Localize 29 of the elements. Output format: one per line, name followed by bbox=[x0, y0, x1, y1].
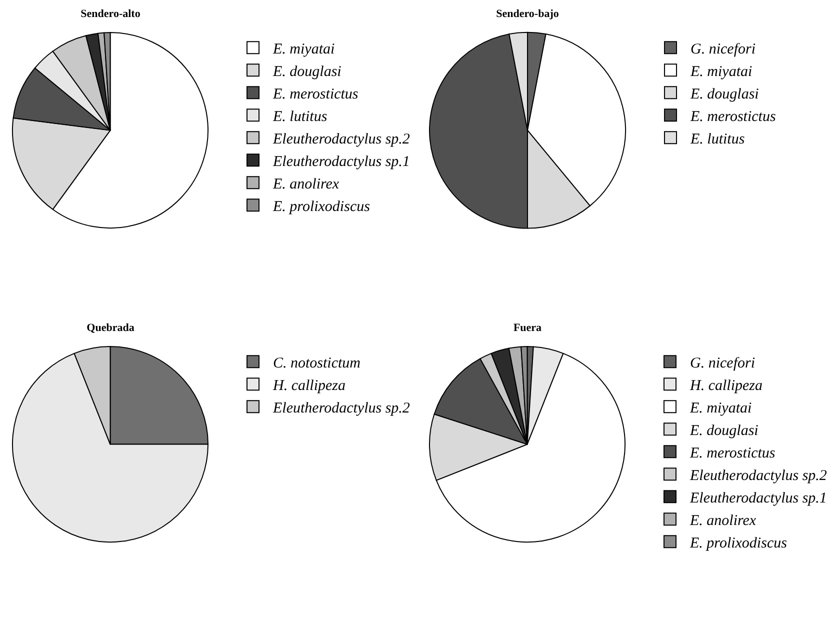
legend-label: E. douglasi bbox=[689, 423, 758, 439]
legend-label: Eleutherodactylus sp.1 bbox=[272, 154, 410, 170]
legend-label: Eleutherodactylus sp.2 bbox=[272, 400, 410, 416]
legend-label: E. anolirex bbox=[272, 176, 340, 192]
legend-label: H. callipeza bbox=[689, 378, 762, 394]
legend-label: E. merostictus bbox=[690, 109, 776, 125]
legend-label: Eleutherodactylus sp.1 bbox=[689, 490, 827, 506]
legend-label: G. nicefori bbox=[690, 356, 755, 372]
chart-title: Sendero-alto bbox=[80, 8, 141, 20]
legend-label: E. merostictus bbox=[689, 446, 776, 462]
chart-title: Fuera bbox=[513, 322, 542, 334]
chart-title: Quebrada bbox=[86, 322, 135, 334]
legend-label: E. merostictus bbox=[272, 86, 358, 102]
legend-label: E. lutitus bbox=[690, 132, 745, 148]
legend-label: E. anolirex bbox=[689, 513, 756, 529]
legend-label: E. miyatai bbox=[272, 42, 335, 58]
legend-label: E. miyatai bbox=[689, 400, 752, 416]
legend-label: E. lutitus bbox=[272, 109, 328, 125]
legend-label: E. prolixodiscus bbox=[689, 536, 788, 552]
chart-title: Sendero-bajo bbox=[496, 8, 560, 20]
legend-label: E. prolixodiscus bbox=[272, 199, 370, 215]
legend-label: Eleutherodactylus sp.2 bbox=[689, 468, 828, 484]
legend-label: Eleutherodactylus sp.2 bbox=[272, 132, 410, 148]
legend-label: E. douglasi bbox=[690, 86, 759, 102]
legend-label: G. nicefori bbox=[690, 42, 756, 58]
legend-label: H. callipeza bbox=[272, 378, 346, 394]
legend-label: C. notostictum bbox=[273, 356, 361, 372]
legend-label: E. douglasi bbox=[272, 64, 342, 80]
legend-label: E. miyatai bbox=[690, 64, 752, 80]
